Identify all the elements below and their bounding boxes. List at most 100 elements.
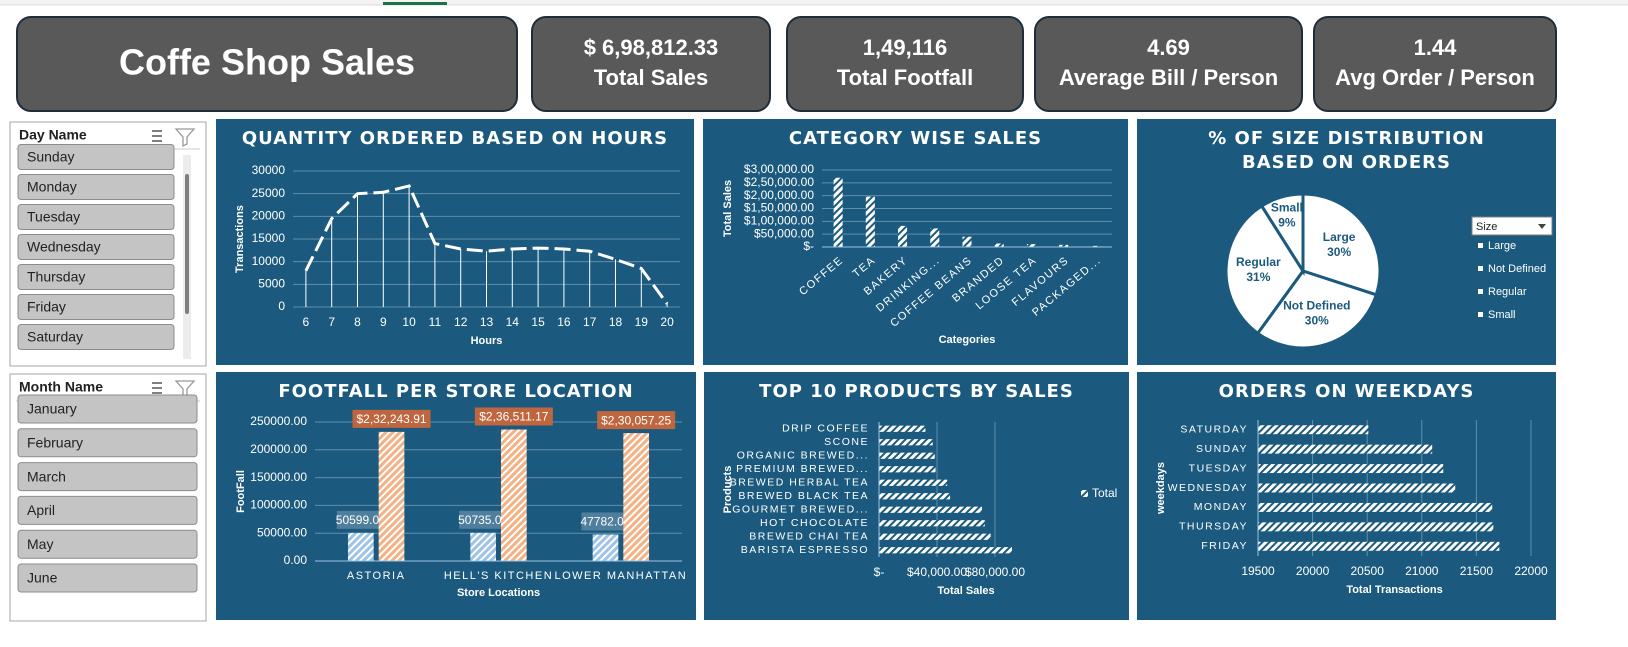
slicer-item-label[interactable]: Saturday: [27, 329, 83, 345]
bar: [1258, 444, 1433, 454]
slicer-item-label[interactable]: Thursday: [27, 269, 85, 285]
slicer-item[interactable]: [17, 204, 175, 230]
slicer-item-label[interactable]: April: [27, 502, 55, 518]
slicer-item[interactable]: [17, 234, 175, 260]
slicer-item-label[interactable]: Sunday: [27, 149, 74, 165]
slicer-item[interactable]: [17, 428, 198, 458]
x-tick-label: 17: [583, 315, 597, 329]
slicer-item[interactable]: [17, 294, 175, 320]
y-axis-title: Transactions: [234, 205, 246, 273]
slicer-item[interactable]: [17, 495, 198, 525]
bar: [501, 429, 527, 561]
slicer-item[interactable]: [17, 324, 175, 350]
slicer-item[interactable]: [17, 264, 175, 290]
y-tick-label: 0.00: [284, 553, 308, 567]
y-tick-label: $50,000.00: [754, 226, 814, 240]
y-tick-label: 250000.00: [250, 414, 307, 428]
chart-panel: [216, 119, 694, 365]
bar: [592, 534, 619, 561]
multi-select-button[interactable]: [152, 382, 162, 394]
x-tick-label: $-: [874, 565, 885, 579]
bar: [1091, 245, 1101, 247]
slicer-item[interactable]: [17, 529, 198, 559]
x-tick-label: 20500: [1351, 564, 1385, 578]
data-label-box: [597, 411, 676, 430]
x-tick-label: HELL'S KITCHEN: [444, 570, 553, 582]
kpi-card: [531, 16, 771, 112]
y-tick-label: $-: [803, 239, 814, 253]
y-tick-label: 200000.00: [250, 442, 307, 456]
slicer-item-label[interactable]: Monday: [27, 179, 77, 195]
data-label-box: [459, 510, 508, 529]
x-tick-label: 11: [429, 315, 442, 329]
bar: [833, 177, 843, 247]
bar: [898, 225, 908, 247]
y-axis-title: Total Sales: [722, 180, 734, 237]
dropdown-arrow: [1538, 224, 1546, 229]
slicer-item[interactable]: [17, 462, 198, 492]
slicer-item-label[interactable]: March: [27, 468, 66, 484]
chart-title-box: % OF SIZE DISTRIBUTION BASED ON ORDERS: [1208, 128, 1484, 173]
slice-value-label: 31%: [1246, 270, 1270, 284]
data-label-box: [474, 407, 553, 426]
x-tick-label: 15: [531, 315, 545, 329]
y-axis-title: FootFall: [235, 470, 247, 513]
data-label: 47782.00: [580, 515, 630, 529]
kpi-label: Total Sales: [594, 65, 709, 90]
slicer-item-label[interactable]: June: [27, 570, 58, 586]
kpi-label: Average Bill / Person: [1059, 65, 1278, 90]
y-tick-label: WEDNESDAY: [1168, 482, 1248, 494]
y-tick-label: TUESDAY: [1189, 462, 1248, 474]
kpi-label: Avg Order / Person: [1335, 65, 1535, 90]
slicer-item-label[interactable]: January: [27, 401, 77, 417]
title-card: [16, 16, 518, 112]
data-label-box: [336, 510, 385, 529]
clear-filter-button[interactable]: [174, 128, 196, 148]
bar: [962, 236, 972, 247]
slicer-item[interactable]: [17, 174, 175, 200]
bar: [1258, 502, 1493, 512]
slicer-item[interactable]: [17, 563, 198, 593]
bar: [1258, 464, 1444, 474]
y-tick-label: BREWED HERBAL TEA: [730, 477, 869, 489]
slicer-item-label[interactable]: Tuesday: [27, 209, 80, 225]
bar: [879, 439, 933, 446]
pie-slice: [1224, 203, 1305, 336]
y-tick-label: 150000.00: [250, 470, 307, 484]
slicer-item-label[interactable]: February: [27, 435, 83, 451]
data-label-box: [581, 512, 630, 531]
bar: [879, 425, 926, 432]
bar: [879, 506, 982, 513]
slicer-item[interactable]: [17, 394, 198, 424]
y-axis-title: Products: [722, 466, 734, 514]
y-tick-label: $1,50,000.00: [744, 201, 814, 215]
bar: [865, 196, 875, 247]
y-tick-label: 15000: [252, 231, 286, 245]
x-tick-label: 14: [506, 315, 520, 329]
legend-label: Regular: [1488, 286, 1527, 298]
multi-select-button[interactable]: [152, 130, 162, 142]
slicer-item-label[interactable]: Wednesday: [27, 239, 101, 255]
y-tick-label: 20000: [252, 209, 286, 223]
bar: [1258, 483, 1456, 493]
bar: [1258, 541, 1500, 551]
y-tick-label: 10000: [252, 254, 286, 268]
legend-key: [1081, 490, 1088, 497]
y-tick-label: 25000: [252, 186, 286, 200]
x-tick-label: 9: [380, 315, 387, 329]
pie-slice: [1301, 192, 1382, 297]
legend-dropdown[interactable]: [1471, 216, 1553, 236]
slicer-item[interactable]: [17, 144, 175, 170]
scrollbar-thumb[interactable]: [185, 174, 189, 314]
data-label: $2,36,511.17: [479, 410, 549, 424]
dashboard-title: Coffe Shop Sales: [119, 42, 415, 83]
x-axis-title: Hours: [471, 335, 503, 347]
legend-key: [1478, 312, 1483, 317]
legend-label: Total: [1092, 486, 1117, 500]
slicer-item-label[interactable]: May: [27, 536, 53, 552]
chart-title: CATEGORY WISE SALES: [788, 128, 1043, 149]
x-tick-label: 20: [660, 315, 674, 329]
slicer-item-label[interactable]: Friday: [27, 299, 66, 315]
bar: [1026, 244, 1036, 247]
